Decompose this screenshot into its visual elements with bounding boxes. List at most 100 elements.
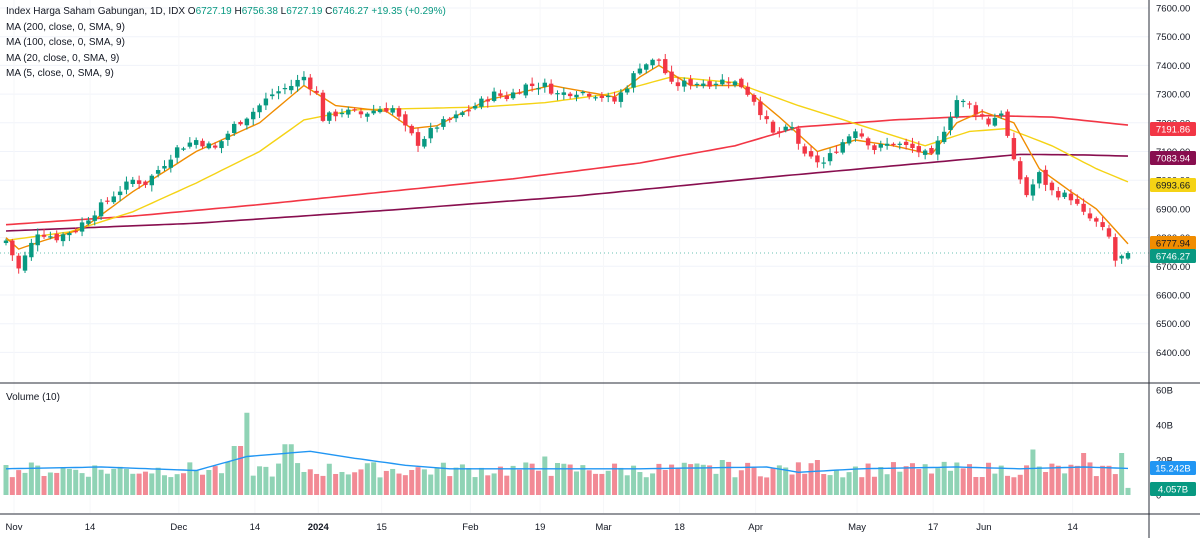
volume-tick-label: 60B	[1156, 386, 1173, 397]
candle-body	[751, 94, 757, 102]
candle-body	[758, 101, 763, 116]
date-label: May	[848, 522, 866, 533]
candle-body	[1024, 177, 1029, 196]
ma20-line	[5, 76, 1129, 242]
volume-bar	[263, 466, 269, 495]
volume-bar	[650, 473, 656, 495]
ma100-legend[interactable]: MA (100, close, 0, SMA, 9)	[6, 37, 125, 48]
candle-body	[802, 146, 807, 154]
volume-bar	[871, 476, 877, 495]
volume-bar	[542, 456, 548, 495]
candle-body	[808, 151, 814, 157]
candle-body	[466, 110, 471, 112]
candle-body	[669, 71, 674, 82]
volume-bar	[41, 475, 47, 495]
close-label: C	[325, 6, 333, 17]
candle-body	[143, 181, 148, 185]
volume-bar	[688, 464, 694, 495]
candle-body	[270, 94, 275, 97]
ma200-legend[interactable]: MA (200, close, 0, SMA, 9)	[6, 21, 125, 33]
candle-body	[384, 108, 389, 112]
candle-body	[656, 59, 662, 61]
candle-body	[327, 112, 332, 121]
candle-body	[282, 87, 288, 90]
candle-body	[200, 140, 205, 147]
candle-body	[409, 125, 414, 134]
candle-body	[35, 234, 40, 246]
candle-body	[834, 151, 839, 153]
volume-legend[interactable]: Volume (10)	[6, 392, 60, 403]
axis-tag-box	[1150, 249, 1196, 263]
volume-bar	[802, 473, 808, 495]
date-label: Dec	[170, 522, 187, 533]
candle-body	[637, 68, 643, 74]
volume-bar	[897, 471, 903, 495]
volume-bar	[371, 462, 377, 495]
candle-body	[10, 240, 15, 256]
symbol-name[interactable]: Index Harga Saham Gabungan, 1D, IDX	[6, 6, 185, 17]
volume-bar	[624, 475, 630, 495]
volume-bar	[554, 462, 560, 495]
volume-bar	[833, 469, 839, 495]
axis-tag-label: 7191.86	[1156, 125, 1190, 136]
volume-bar	[681, 462, 687, 495]
volume-bar	[123, 468, 129, 495]
volume-bar	[992, 473, 998, 495]
volume-bar	[1100, 465, 1106, 495]
candle-body	[98, 202, 104, 217]
candle-body	[548, 83, 554, 94]
volume-bar	[586, 470, 592, 495]
volume-bar	[1087, 462, 1093, 495]
volume-bar	[827, 475, 833, 495]
volume-bar	[631, 465, 637, 495]
volume-bar	[973, 477, 979, 495]
volume-bar	[238, 446, 244, 495]
candle-body	[726, 82, 731, 84]
volume-bar	[149, 473, 155, 495]
candle-body	[124, 181, 129, 190]
volume-bar	[1005, 475, 1011, 495]
volume-bar	[535, 470, 541, 495]
date-label: 19	[535, 522, 546, 533]
volume-ma-path	[5, 450, 1129, 474]
candle-body	[187, 142, 193, 147]
candle-body	[960, 100, 966, 103]
candle-body	[720, 79, 725, 85]
open-label: O	[187, 6, 196, 17]
axis-tag: 6993.66	[1150, 178, 1196, 192]
candle-body	[111, 196, 116, 203]
candle-body	[859, 133, 864, 137]
volume-bar	[928, 473, 934, 495]
price-tick-label: 6600.00	[1156, 291, 1190, 302]
volume-bar	[396, 473, 402, 495]
volume-bar	[377, 477, 383, 495]
volume-bar	[656, 463, 662, 495]
volume-bar	[789, 474, 795, 495]
volume-bar	[415, 467, 421, 495]
candle-body	[682, 80, 687, 87]
volume-bar	[1055, 465, 1061, 495]
candle-body	[745, 86, 750, 95]
volume-bar	[909, 463, 915, 495]
volume-bar	[713, 473, 719, 495]
price-tick-label: 6900.00	[1156, 204, 1190, 215]
volume-bar	[548, 475, 554, 495]
candle-body	[472, 105, 478, 109]
volume-bar	[206, 470, 212, 495]
candle-body	[219, 141, 224, 149]
volume-bar	[142, 471, 148, 495]
candle-body	[244, 118, 250, 126]
volume-bar	[814, 460, 820, 495]
date-label: Apr	[748, 522, 763, 533]
volume-bar	[694, 463, 700, 495]
date-label: Nov	[6, 522, 23, 533]
volume-bar	[212, 466, 218, 495]
candle-body	[1043, 169, 1048, 185]
ma5-legend[interactable]: MA (5, close, 0, SMA, 9)	[6, 68, 114, 79]
change-value: +19.35 (+0.29%)	[371, 6, 446, 17]
axis-tag: 15.242B	[1150, 461, 1196, 475]
ma20-legend[interactable]: MA (20, close, 0, SMA, 9)	[6, 52, 120, 64]
candle-body	[1068, 193, 1074, 201]
price-tags: 7191.86 7083.94 6993.66 6777.94 6746.27 15.24…	[1150, 122, 1196, 496]
